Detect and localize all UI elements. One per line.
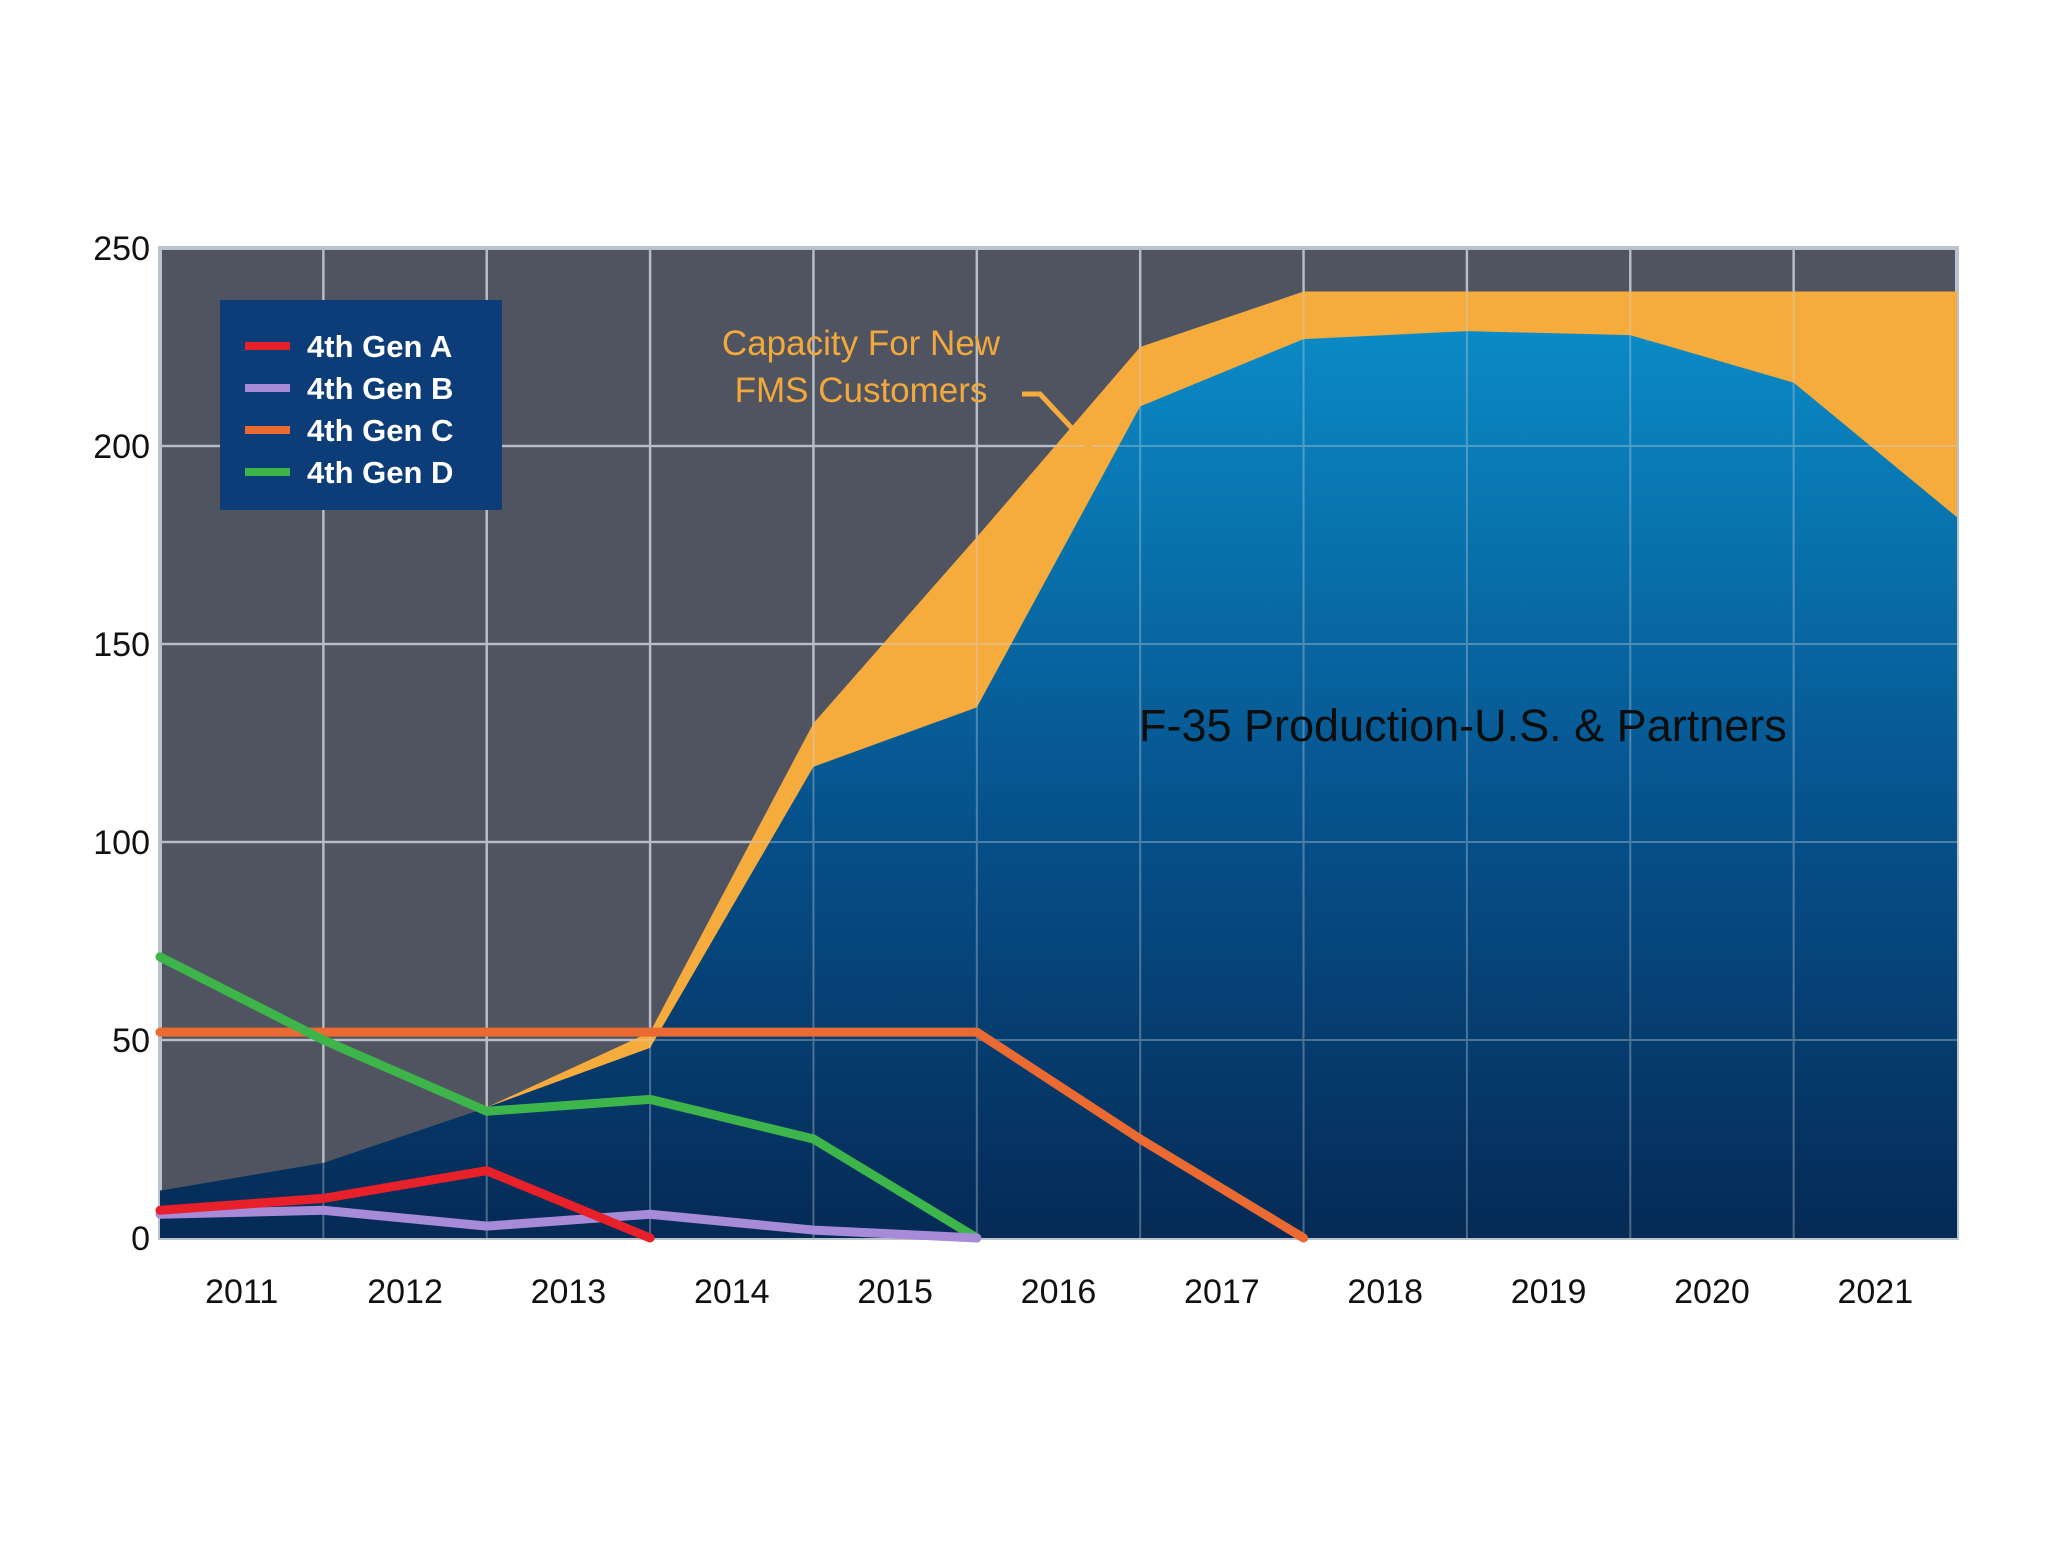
- x-tick-label-2019: 2019: [1511, 1273, 1587, 1311]
- y-tick-label-200: 200: [93, 428, 150, 466]
- legend-label-4th-gen-a: 4th Gen A: [307, 329, 452, 364]
- x-tick-label-2017: 2017: [1184, 1273, 1260, 1311]
- y-tick-label-100: 100: [93, 824, 150, 862]
- x-tick-label-2014: 2014: [694, 1273, 770, 1311]
- x-tick-label-2012: 2012: [367, 1273, 443, 1311]
- production-annotation: F-35 Production-U.S. & Partners: [1139, 700, 1787, 751]
- legend-label-4th-gen-b: 4th Gen B: [307, 371, 453, 406]
- x-tick-label-2016: 2016: [1021, 1273, 1097, 1311]
- x-tick-label-2015: 2015: [857, 1273, 933, 1311]
- x-tick-label-2013: 2013: [531, 1273, 607, 1311]
- x-tick-label-2018: 2018: [1347, 1273, 1423, 1311]
- y-tick-label-250: 250: [93, 230, 150, 268]
- legend-label-4th-gen-d: 4th Gen D: [307, 455, 453, 490]
- legend-label-4th-gen-c: 4th Gen C: [307, 413, 453, 448]
- y-tick-label-0: 0: [131, 1220, 150, 1258]
- capacity-annotation-line1: Capacity For New: [722, 324, 1001, 363]
- y-tick-label-150: 150: [93, 626, 150, 664]
- x-tick-label-2021: 2021: [1837, 1273, 1913, 1311]
- x-tick-label-2020: 2020: [1674, 1273, 1750, 1311]
- legend: 4th Gen A 4th Gen B 4th Gen C 4th Gen D: [220, 300, 502, 510]
- capacity-annotation-line2: FMS Customers: [735, 371, 988, 410]
- y-tick-label-50: 50: [112, 1022, 150, 1060]
- x-axis-ticks: 2011 2012 2013 2014 2015 2016 2017 2018 2019 2020…: [205, 1273, 1913, 1311]
- x-tick-label-2011: 2011: [205, 1273, 278, 1311]
- y-axis-ticks: 0 50 100 150 200 250: [93, 230, 150, 1258]
